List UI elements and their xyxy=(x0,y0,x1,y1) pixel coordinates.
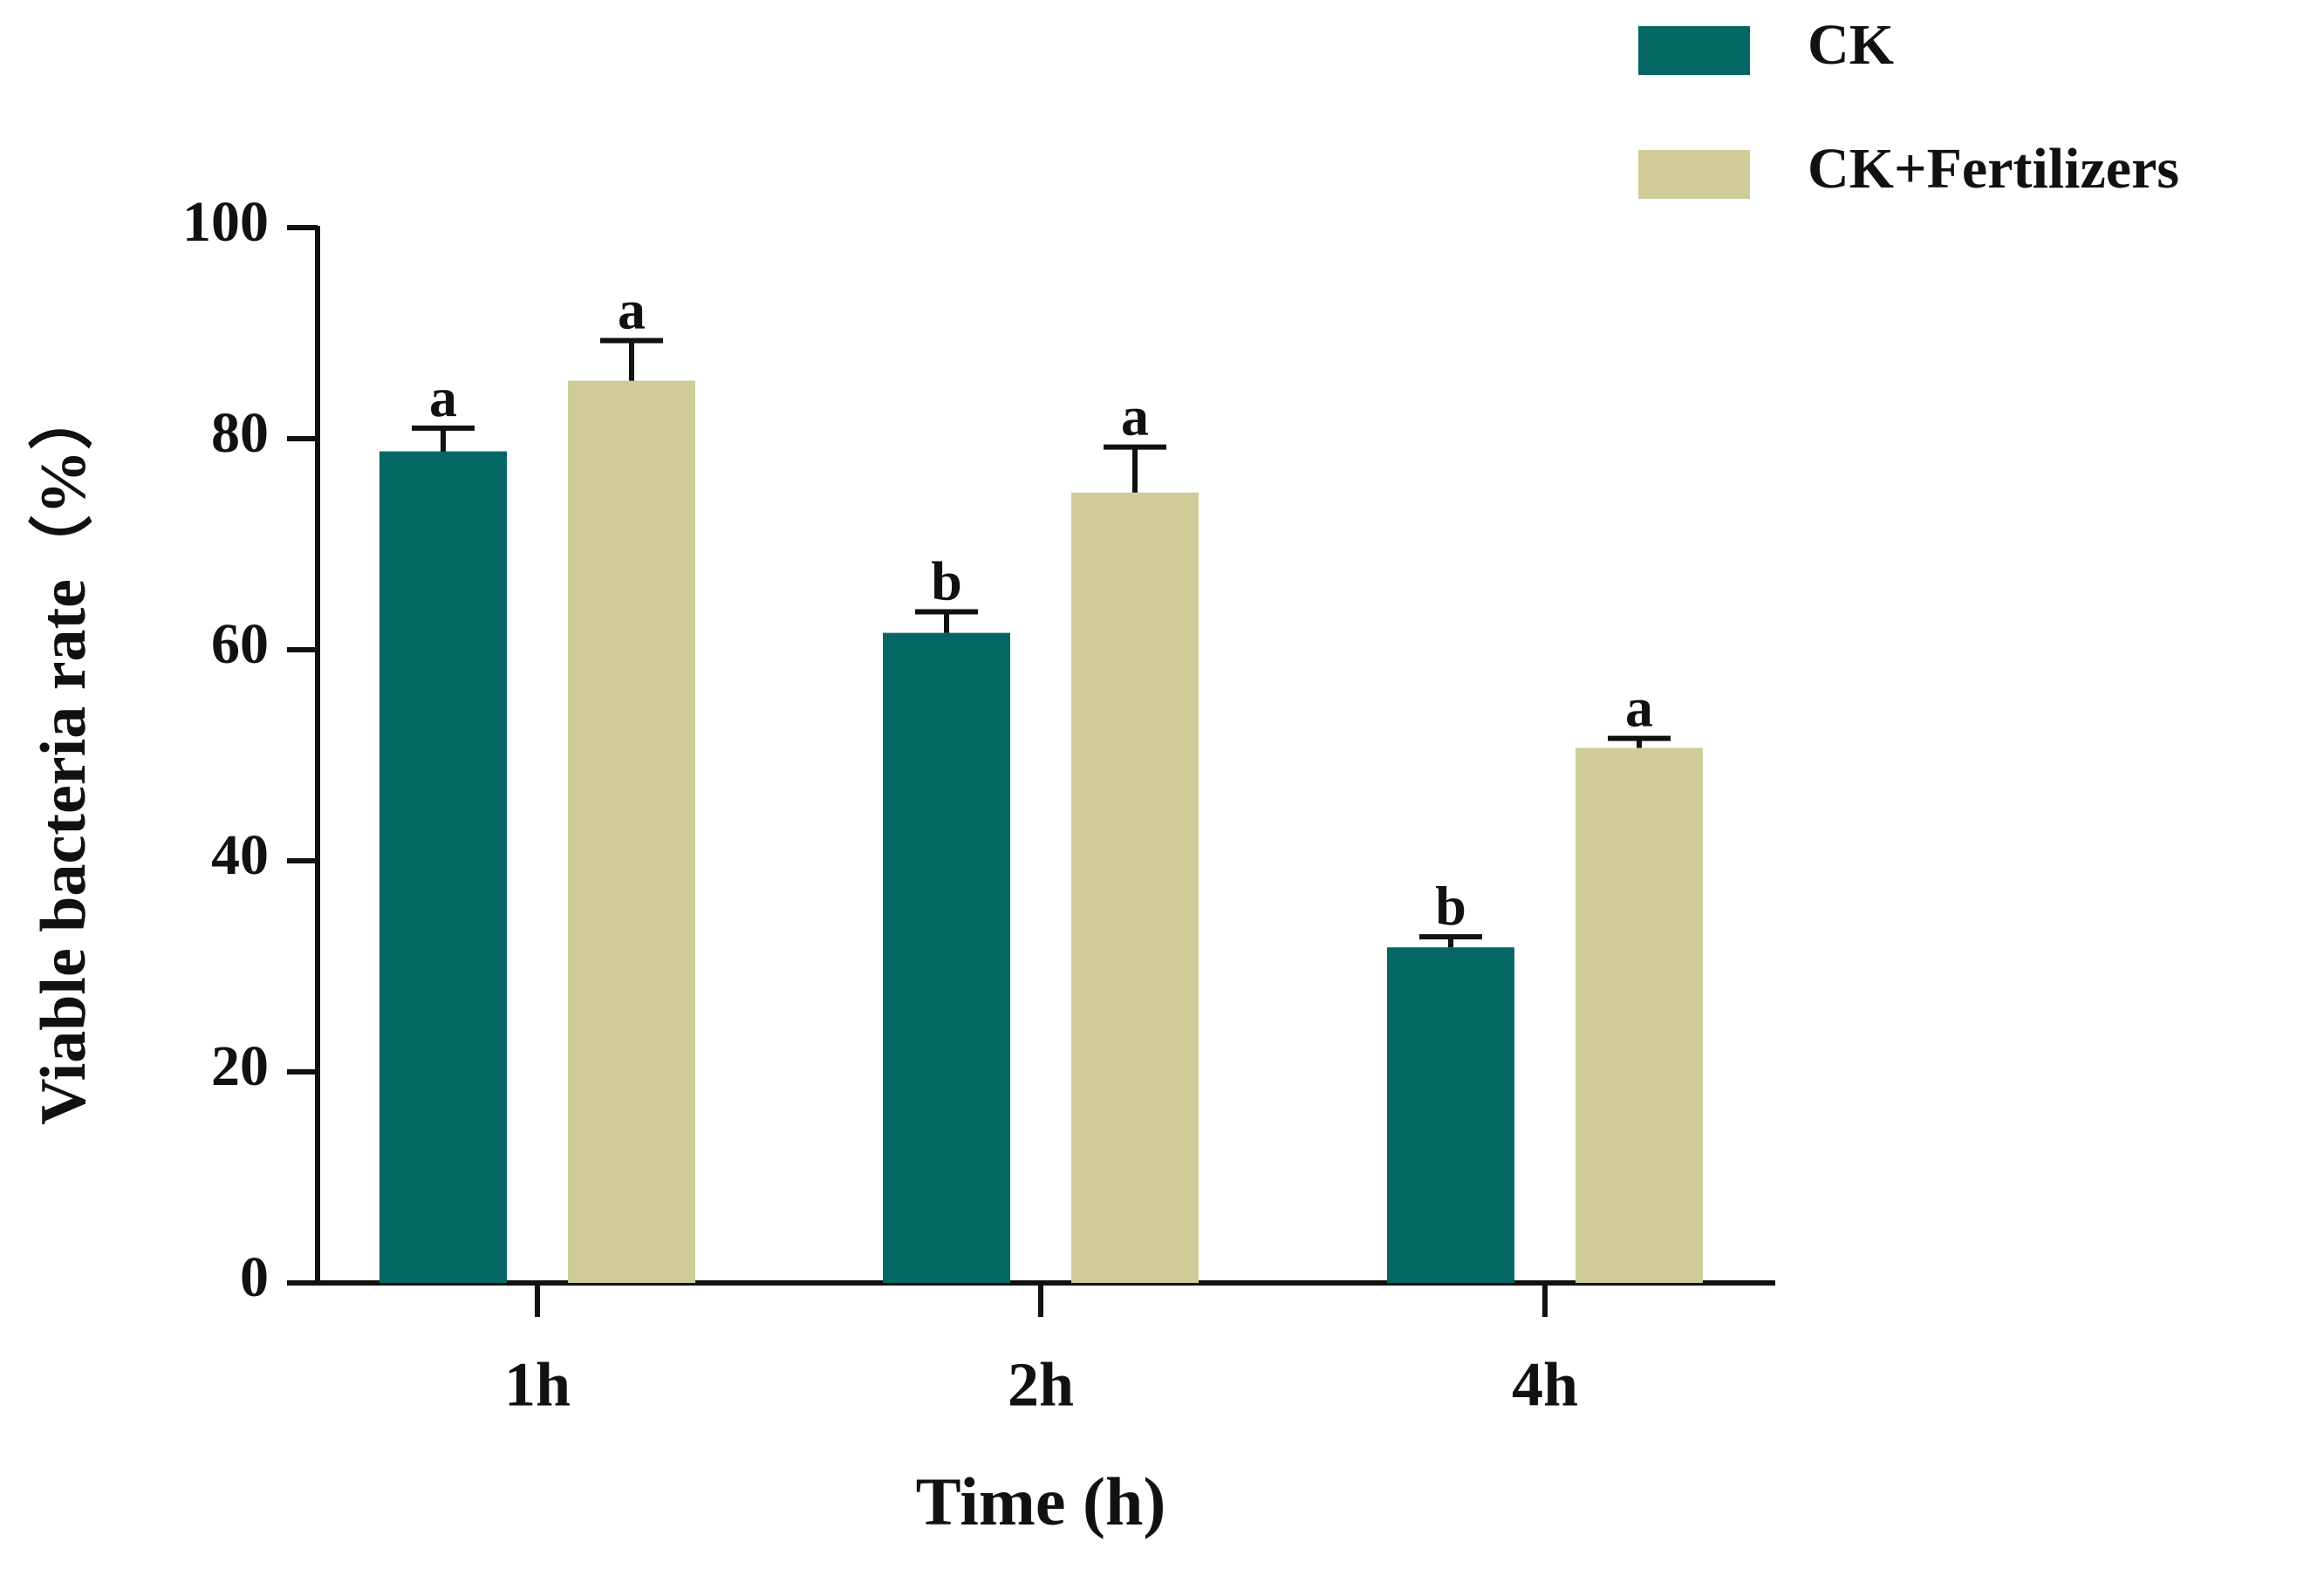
y-tick-label-0: 0 xyxy=(240,1245,269,1309)
significance-label-ck-fertilizers-2h: a xyxy=(1121,385,1149,447)
bar-ck-fertilizers-4h xyxy=(1576,747,1703,1283)
bar-ck-1h xyxy=(379,451,507,1283)
legend-swatch-ck xyxy=(1638,26,1750,75)
legend-swatch-ck-fertilizers xyxy=(1638,150,1750,199)
significance-label-ck-fertilizers-4h: a xyxy=(1625,677,1653,739)
legend-label-ck: CK xyxy=(1808,13,1894,77)
bar-ck-fertilizers-1h xyxy=(568,380,695,1284)
y-tick-label-60: 60 xyxy=(211,612,269,676)
significance-label-ck-2h: b xyxy=(931,549,962,611)
bar-ck-fertilizers-2h xyxy=(1071,492,1199,1283)
bar-ck-4h xyxy=(1387,947,1514,1283)
significance-label-ck-1h: a xyxy=(429,366,457,428)
y-axis-title: Viable bacteria rate（%） xyxy=(28,385,99,1125)
x-tick-label-1h: 1h xyxy=(504,1350,571,1420)
y-tick-label-80: 80 xyxy=(211,401,269,465)
significance-label-ck-fertilizers-1h: a xyxy=(618,278,646,340)
legend-label-ck-fertilizers: CK+Fertilizers xyxy=(1808,137,2179,201)
x-tick-label-4h: 4h xyxy=(1512,1350,1578,1420)
bar-ck-2h xyxy=(883,632,1010,1283)
bars-group: a b b a a a xyxy=(379,278,1703,1284)
legend: CK CK+Fertilizers xyxy=(1638,13,2179,201)
y-tick-label-20: 20 xyxy=(211,1034,269,1098)
significance-label-ck-4h: b xyxy=(1435,875,1466,937)
x-tick-label-2h: 2h xyxy=(1008,1350,1074,1420)
x-axis-title: Time (h) xyxy=(916,1463,1166,1539)
y-tick-label-100: 100 xyxy=(182,190,269,254)
y-tick-label-40: 40 xyxy=(211,823,269,887)
